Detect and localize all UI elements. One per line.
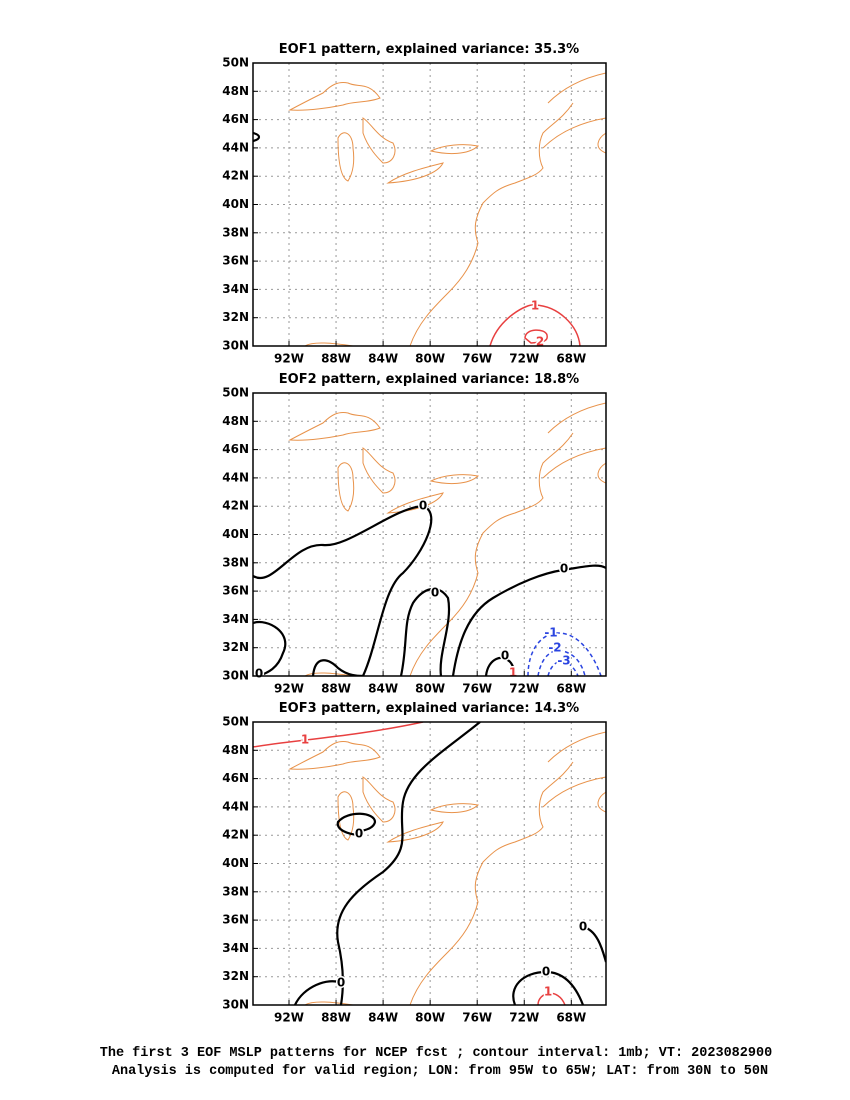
lat-label: 50N: [222, 715, 249, 729]
lat-label: 48N: [222, 414, 249, 428]
contour-label: 1: [509, 666, 517, 680]
panel: EOF3 pattern, explained variance: 14.3% …: [222, 701, 607, 1025]
lat-label: 46N: [222, 112, 249, 126]
lat-label: 38N: [222, 884, 249, 898]
lat-label: 38N: [222, 555, 249, 569]
lat-label: 44N: [222, 140, 249, 154]
lon-label: 84W: [368, 352, 398, 366]
panel-title: EOF2 pattern, explained variance: 18.8%: [279, 372, 579, 387]
lon-label: 68W: [556, 352, 586, 366]
contour-label: 0: [431, 586, 439, 600]
lon-label: 72W: [509, 682, 539, 696]
lon-label: 80W: [415, 352, 445, 366]
contour-label: -1: [544, 626, 557, 640]
contour-label: 0: [542, 965, 550, 979]
lat-label: 30N: [222, 669, 249, 683]
panel-title: EOF3 pattern, explained variance: 14.3%: [279, 701, 579, 716]
lat-label: 32N: [222, 640, 249, 654]
lat-label: 48N: [222, 84, 249, 98]
lat-label: 32N: [222, 969, 249, 983]
lon-label: 88W: [321, 682, 351, 696]
lat-label: 36N: [222, 913, 249, 927]
contour-label: 0: [579, 920, 587, 934]
lat-label: 32N: [222, 310, 249, 324]
panel-title: EOF1 pattern, explained variance: 35.3%: [279, 42, 579, 57]
lon-label: 88W: [321, 1011, 351, 1025]
lat-label: 44N: [222, 799, 249, 813]
lat-label: 42N: [222, 499, 249, 513]
lat-label: 50N: [222, 386, 249, 400]
lon-label: 76W: [462, 1011, 492, 1025]
lon-label: 80W: [415, 1011, 445, 1025]
contour-label: 0: [337, 976, 345, 990]
lat-label: 34N: [222, 941, 249, 955]
lon-label: 92W: [274, 1011, 304, 1025]
lat-label: 46N: [222, 771, 249, 785]
footer-line: Analysis is computed for valid region; L…: [112, 1064, 768, 1079]
contour-label: 2: [536, 335, 544, 349]
lat-label: 42N: [222, 169, 249, 183]
lat-label: 36N: [222, 584, 249, 598]
contour-label: -2: [548, 641, 561, 655]
lat-label: 40N: [222, 527, 249, 541]
contour-label: 0: [255, 667, 263, 681]
lon-label: 76W: [462, 352, 492, 366]
lat-label: 44N: [222, 470, 249, 484]
lat-label: 50N: [222, 56, 249, 70]
contour-label: 0: [560, 562, 568, 576]
lat-label: 34N: [222, 612, 249, 626]
contour-label: 0: [355, 827, 363, 841]
lat-label: 38N: [222, 225, 249, 239]
lon-label: 92W: [274, 682, 304, 696]
lon-label: 72W: [509, 1011, 539, 1025]
lon-label: 88W: [321, 352, 351, 366]
contour-label: 0: [501, 649, 509, 663]
lat-label: 36N: [222, 254, 249, 268]
contour-label: -3: [557, 654, 570, 668]
contour-label: 0: [419, 499, 427, 513]
contour-label: 1: [301, 733, 309, 747]
panel: EOF2 pattern, explained variance: 18.8% …: [222, 372, 607, 696]
contour-label: 1: [544, 985, 552, 999]
lon-label: 92W: [274, 352, 304, 366]
lon-label: 84W: [368, 1011, 398, 1025]
lat-label: 42N: [222, 828, 249, 842]
contour-label: 1: [531, 299, 539, 313]
lon-label: 72W: [509, 352, 539, 366]
lat-label: 30N: [222, 339, 249, 353]
lat-label: 40N: [222, 856, 249, 870]
lat-label: 46N: [222, 442, 249, 456]
lat-label: 48N: [222, 743, 249, 757]
lon-label: 68W: [556, 1011, 586, 1025]
lon-label: 76W: [462, 682, 492, 696]
lon-label: 80W: [415, 682, 445, 696]
lon-label: 68W: [556, 682, 586, 696]
lon-label: 84W: [368, 682, 398, 696]
panel: EOF1 pattern, explained variance: 35.3% …: [222, 42, 607, 366]
lat-label: 34N: [222, 282, 249, 296]
lat-label: 40N: [222, 197, 249, 211]
lat-label: 30N: [222, 998, 249, 1012]
footer-line: The first 3 EOF MSLP patterns for NCEP f…: [100, 1046, 772, 1061]
